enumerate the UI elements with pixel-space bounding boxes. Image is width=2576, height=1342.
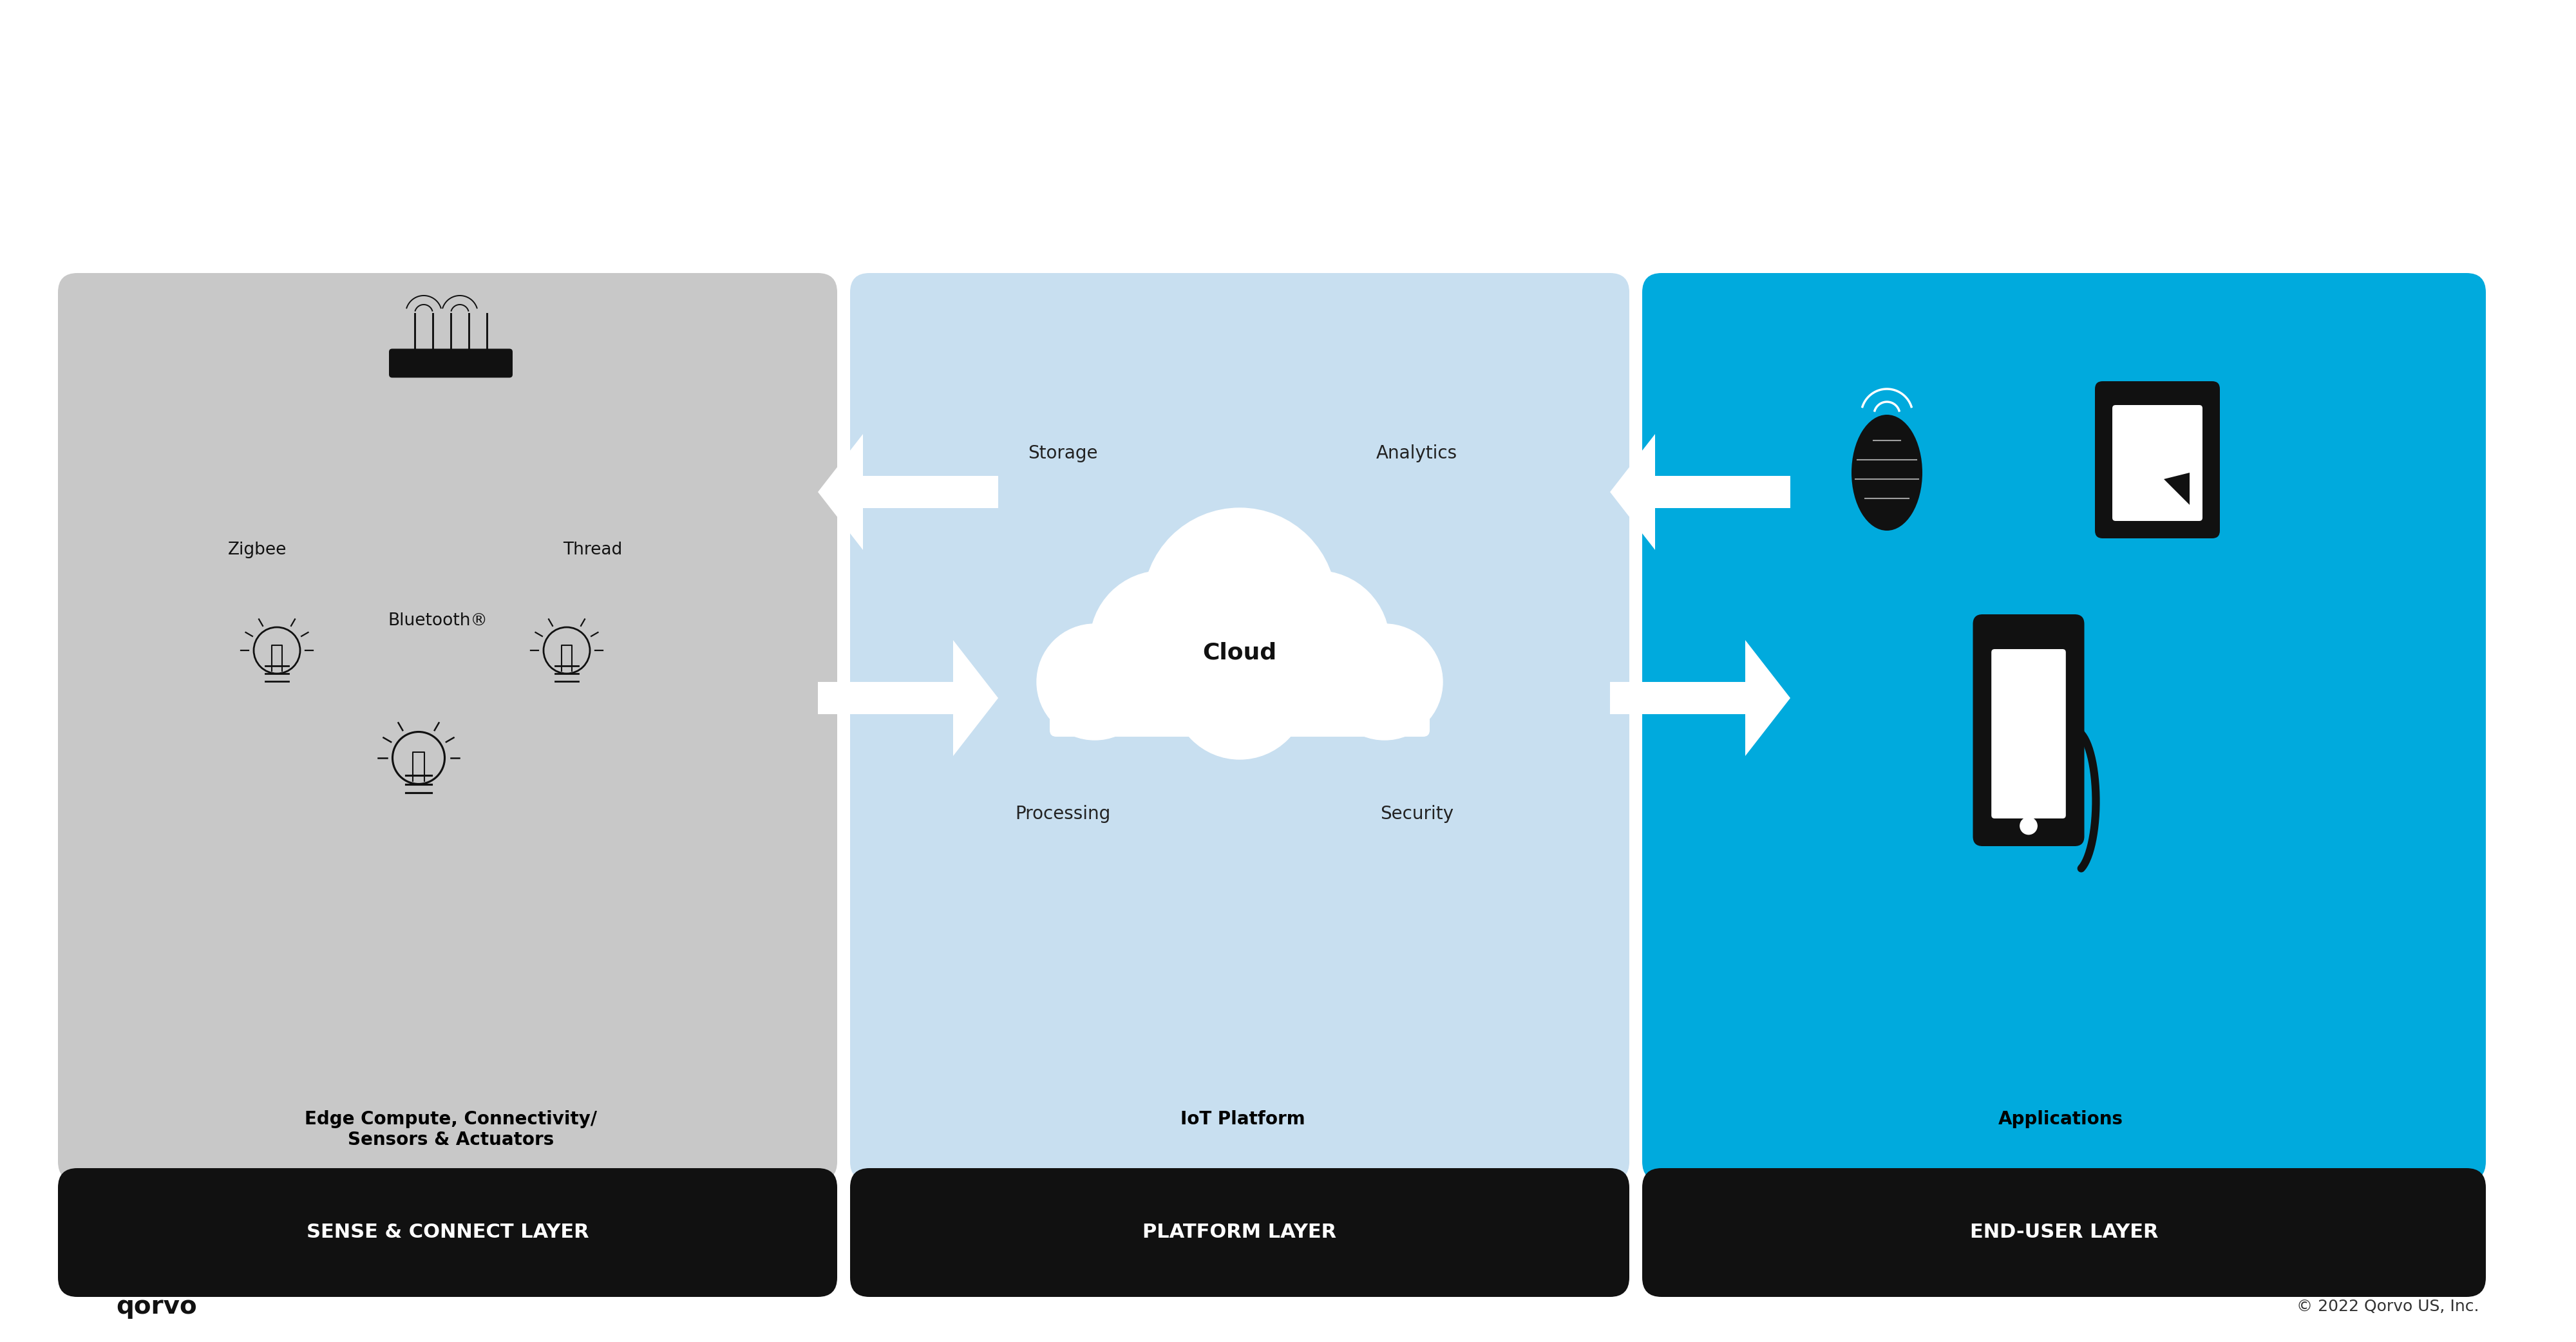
Circle shape: [1172, 624, 1309, 760]
Polygon shape: [2164, 472, 2190, 505]
FancyBboxPatch shape: [1643, 1168, 2486, 1296]
FancyBboxPatch shape: [1051, 656, 1430, 737]
Circle shape: [1244, 570, 1388, 715]
Text: Bluetooth®: Bluetooth®: [389, 612, 487, 629]
Text: Storage: Storage: [1028, 444, 1097, 463]
FancyBboxPatch shape: [2112, 405, 2202, 521]
Circle shape: [1090, 570, 1234, 715]
Text: © 2022 Qorvo US, Inc.: © 2022 Qorvo US, Inc.: [2298, 1299, 2478, 1314]
FancyBboxPatch shape: [1973, 615, 2084, 847]
Polygon shape: [819, 433, 999, 550]
Polygon shape: [1610, 640, 1790, 756]
FancyBboxPatch shape: [57, 1168, 837, 1296]
FancyBboxPatch shape: [1643, 272, 2486, 1181]
FancyBboxPatch shape: [2094, 381, 2221, 538]
Text: Thread: Thread: [562, 542, 623, 558]
Text: Security: Security: [1381, 805, 1453, 823]
Circle shape: [2020, 817, 2038, 835]
Polygon shape: [1610, 433, 1790, 550]
FancyBboxPatch shape: [850, 1168, 1628, 1296]
Text: Applications: Applications: [1999, 1110, 2123, 1129]
Text: IoT Platform: IoT Platform: [1180, 1110, 1306, 1129]
FancyBboxPatch shape: [850, 272, 1628, 1181]
Text: Analytics: Analytics: [1376, 444, 1458, 463]
FancyBboxPatch shape: [1991, 650, 2066, 819]
Text: Edge Compute, Connectivity/
Sensors & Actuators: Edge Compute, Connectivity/ Sensors & Ac…: [304, 1110, 598, 1149]
Ellipse shape: [1852, 415, 1922, 530]
Text: Zigbee: Zigbee: [229, 542, 286, 558]
Circle shape: [1036, 624, 1154, 739]
Text: qorvo: qorvo: [116, 1294, 196, 1319]
FancyBboxPatch shape: [389, 349, 513, 377]
Polygon shape: [819, 640, 999, 756]
Text: Cloud: Cloud: [1203, 641, 1278, 664]
Text: SENSE & CONNECT LAYER: SENSE & CONNECT LAYER: [307, 1223, 590, 1241]
Circle shape: [1327, 624, 1443, 739]
Circle shape: [1144, 509, 1337, 702]
Text: END-USER LAYER: END-USER LAYER: [1971, 1223, 2159, 1241]
Text: Processing: Processing: [1015, 805, 1110, 823]
Text: PLATFORM LAYER: PLATFORM LAYER: [1144, 1223, 1337, 1241]
FancyBboxPatch shape: [57, 272, 837, 1181]
